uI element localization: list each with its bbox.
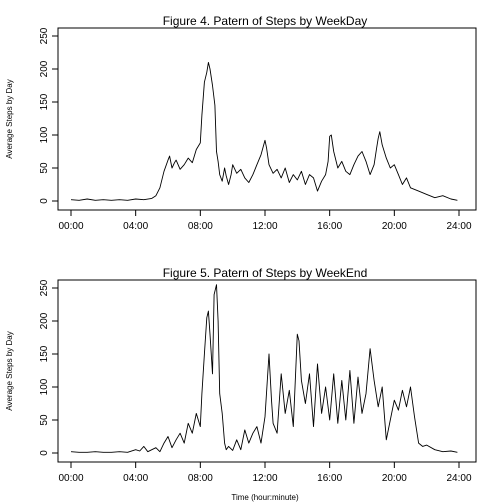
y-tick-label: 100 xyxy=(39,378,50,395)
plot-frame xyxy=(57,27,477,211)
x-tick-label: 00:00 xyxy=(58,221,83,232)
x-tick-label: 08:00 xyxy=(188,473,213,484)
y-tick-label: 0 xyxy=(39,198,50,204)
y-axis-label: Average Steps by Day xyxy=(5,79,14,158)
x-tick-label: 16:00 xyxy=(317,221,342,232)
x-tick-label: 12:00 xyxy=(252,473,277,484)
y-axis-ticks: 0 50 100 150 200 250 xyxy=(39,279,58,456)
y-tick-label: 50 xyxy=(39,162,50,174)
x-tick-label: 24:00 xyxy=(446,473,471,484)
chart-title: Figure 5. Patern of Steps by WeekEnd xyxy=(163,266,368,280)
y-tick-label: 200 xyxy=(39,312,50,329)
x-tick-label: 04:00 xyxy=(123,473,148,484)
x-tick-label: 16:00 xyxy=(317,473,342,484)
x-axis-ticks: 00:00 04:00 08:00 12:00 16:00 20:00 24:00 xyxy=(58,210,472,232)
plot-frame xyxy=(57,279,477,463)
y-axis-label: Average Steps by Day xyxy=(5,331,14,410)
x-tick-label: 20:00 xyxy=(382,221,407,232)
x-axis-ticks: 00:00 04:00 08:00 12:00 16:00 20:00 24:00 xyxy=(58,462,472,484)
y-tick-label: 50 xyxy=(39,414,50,426)
x-tick-label: 00:00 xyxy=(58,473,83,484)
x-tick-label: 08:00 xyxy=(188,221,213,232)
y-tick-label: 250 xyxy=(39,27,50,44)
y-tick-label: 150 xyxy=(39,93,50,110)
chart-panel-weekend: Figure 5. Patern of Steps by WeekEnd Ave… xyxy=(5,266,477,502)
chart-panel-weekday: Figure 4. Patern of Steps by WeekDay Ave… xyxy=(5,14,477,232)
y-tick-label: 250 xyxy=(39,279,50,296)
y-tick-label: 100 xyxy=(39,126,50,143)
series-line xyxy=(70,61,458,201)
x-tick-label: 24:00 xyxy=(446,221,471,232)
x-tick-label: 20:00 xyxy=(382,473,407,484)
chart-title: Figure 4. Patern of Steps by WeekDay xyxy=(163,14,368,28)
x-axis-label: Time (hour:minute) xyxy=(231,493,299,502)
y-axis-ticks: 0 50 100 150 200 250 xyxy=(39,27,58,204)
x-tick-label: 12:00 xyxy=(252,221,277,232)
y-tick-label: 0 xyxy=(39,450,50,456)
y-tick-label: 150 xyxy=(39,345,50,362)
x-tick-label: 04:00 xyxy=(123,221,148,232)
y-tick-label: 200 xyxy=(39,60,50,77)
series-line xyxy=(70,284,458,453)
